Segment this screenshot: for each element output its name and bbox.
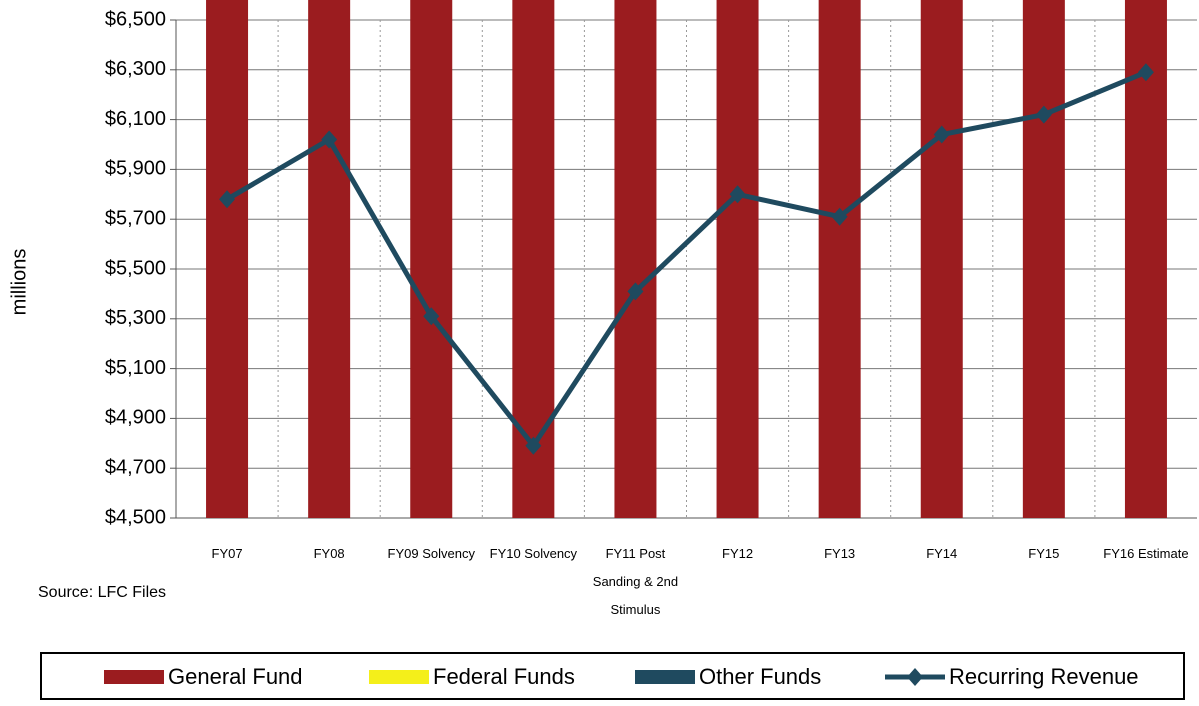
legend-line-icon bbox=[885, 668, 945, 686]
y-tick-label: $5,300 bbox=[105, 307, 166, 329]
y-tick-label: $4,500 bbox=[105, 506, 166, 528]
y-tick-label: $6,500 bbox=[105, 8, 166, 30]
line bbox=[225, 69, 1147, 451]
bar-segment bbox=[1124, 0, 1167, 518]
x-tick-label: FY09 Solvency bbox=[387, 546, 475, 561]
bar-segment bbox=[410, 0, 453, 518]
x-tick-label: FY07 bbox=[211, 546, 243, 561]
y-tick-label: $5,500 bbox=[105, 257, 166, 279]
legend-swatch bbox=[885, 666, 945, 688]
x-tick-label: FY14 bbox=[926, 546, 958, 561]
legend-item: General Fund bbox=[104, 664, 303, 690]
bar-segment bbox=[1022, 0, 1065, 518]
bar-segment bbox=[206, 0, 249, 518]
x-tick-label: FY11 Post Sanding & 2nd Stimulus bbox=[592, 546, 679, 617]
legend-label: Recurring Revenue bbox=[949, 664, 1139, 689]
legend-item: Federal Funds bbox=[369, 664, 575, 690]
legend-swatch bbox=[635, 670, 695, 684]
line-marker bbox=[831, 207, 848, 226]
y-tick-label: $5,100 bbox=[105, 357, 166, 379]
bar-segment bbox=[920, 0, 963, 518]
legend-label: Federal Funds bbox=[433, 664, 575, 689]
source-note: Source: LFC Files bbox=[38, 584, 167, 601]
line-marker bbox=[1137, 63, 1154, 82]
line-marker bbox=[729, 185, 746, 204]
line-marker bbox=[321, 130, 338, 149]
x-tick-label: FY15 bbox=[1028, 546, 1060, 561]
x-tick-label: FY13 bbox=[824, 546, 856, 561]
legend-label: General Fund bbox=[168, 664, 303, 689]
line-marker bbox=[933, 125, 950, 144]
x-tick-label: FY10 Solvency bbox=[489, 546, 578, 561]
bar-segment bbox=[308, 0, 351, 518]
x-tick-label: FY08 bbox=[313, 546, 345, 561]
line-marker bbox=[423, 307, 440, 326]
legend: General Fund Federal Funds Other Funds Recu… bbox=[40, 652, 1185, 700]
y-tick-label: $5,900 bbox=[105, 158, 166, 180]
line-marker bbox=[525, 436, 542, 455]
legend-item: Recurring Revenue bbox=[885, 664, 1139, 690]
legend-swatch bbox=[369, 670, 429, 684]
bar-segment bbox=[716, 0, 759, 518]
y-tick-label: $4,700 bbox=[105, 456, 166, 478]
legend-item: Other Funds bbox=[635, 664, 821, 690]
y-tick-label: $6,100 bbox=[105, 108, 166, 130]
y-axis-label: millions bbox=[8, 249, 30, 316]
y-tick-label: $4,900 bbox=[105, 407, 166, 429]
line-marker bbox=[219, 190, 236, 209]
y-tick-label: $6,300 bbox=[105, 58, 166, 80]
line-marker bbox=[627, 282, 644, 301]
x-tick-label: FY16 Estimate bbox=[1103, 546, 1189, 561]
bar-segment bbox=[818, 0, 861, 518]
bar-segment bbox=[614, 0, 657, 519]
x-tick-label: FY12 bbox=[722, 546, 754, 561]
legend-label: Other Funds bbox=[699, 664, 822, 689]
legend-swatch bbox=[104, 670, 164, 684]
y-tick-label: $5,700 bbox=[105, 207, 166, 229]
line-marker bbox=[1035, 105, 1052, 124]
